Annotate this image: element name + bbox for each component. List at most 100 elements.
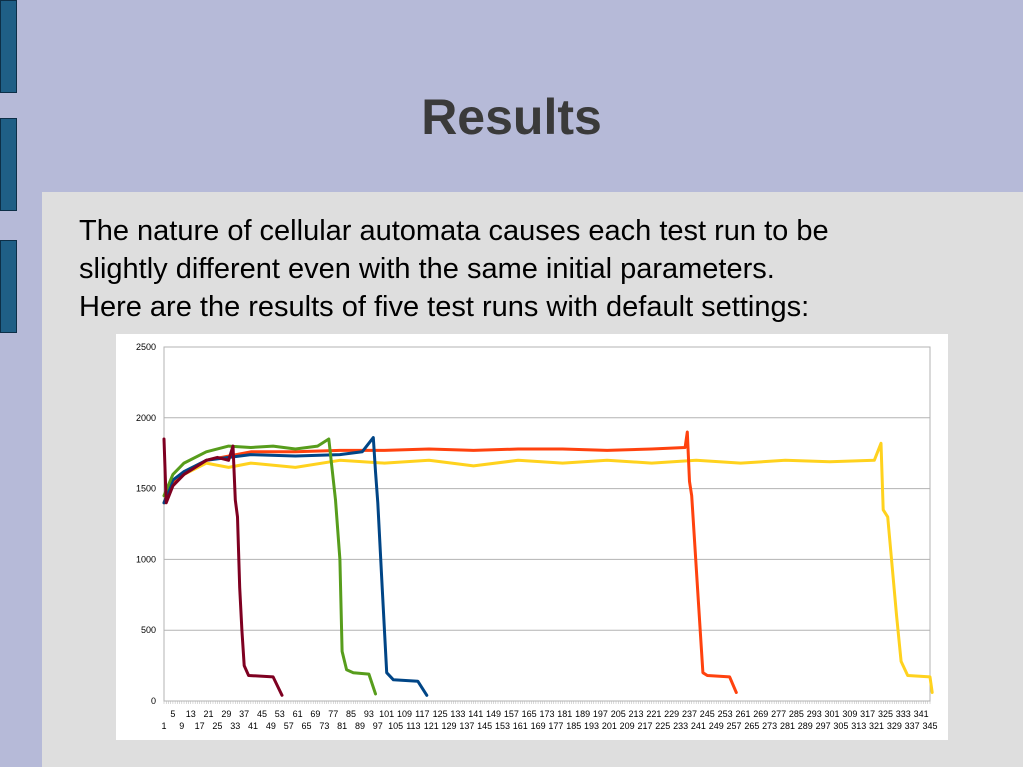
x-tick-label: 33 — [230, 721, 240, 731]
x-tick-label: 301 — [825, 709, 840, 719]
x-tick-label: 141 — [468, 709, 483, 719]
x-tick-label: 197 — [593, 709, 608, 719]
x-tick-label: 53 — [275, 709, 285, 719]
series-line-1 — [162, 441, 934, 694]
x-tick-label: 237 — [682, 709, 697, 719]
x-tick-label: 305 — [833, 721, 848, 731]
x-tick-label: 337 — [905, 721, 920, 731]
x-tick-label: 285 — [789, 709, 804, 719]
x-tick-label: 205 — [611, 709, 626, 719]
x-tick-label: 21 — [204, 709, 214, 719]
x-tick-label: 57 — [284, 721, 294, 731]
x-tick-label: 109 — [397, 709, 412, 719]
x-tick-label: 105 — [388, 721, 403, 731]
x-tick-label: 61 — [293, 709, 303, 719]
line-chart: 0 500 1000 1500 2000 2500 5 13 21 29 37 45 53 61 69 77 8… — [116, 334, 948, 740]
y-tick-label: 2500 — [136, 342, 156, 352]
x-tick-label: 321 — [869, 721, 884, 731]
x-tick-label: 273 — [762, 721, 777, 731]
x-tick-label: 93 — [364, 709, 374, 719]
x-tick-label: 289 — [798, 721, 813, 731]
x-tick-label: 69 — [310, 709, 320, 719]
x-tick-label: 329 — [887, 721, 902, 731]
x-tick-label: 317 — [860, 709, 875, 719]
x-tick-label: 229 — [664, 709, 679, 719]
x-tick-label: 73 — [319, 721, 329, 731]
x-tick-label: 121 — [424, 721, 439, 731]
body-line-3: Here are the results of five test runs w… — [79, 291, 810, 323]
x-tick-label: 157 — [504, 709, 519, 719]
x-tick-label: 41 — [248, 721, 258, 731]
x-tick-label: 9 — [179, 721, 184, 731]
x-tick-label: 177 — [548, 721, 563, 731]
x-tick-label: 145 — [477, 721, 492, 731]
edge-tab-2 — [0, 118, 17, 211]
x-tick-label: 209 — [620, 721, 635, 731]
x-tick-label: 129 — [442, 721, 457, 731]
series-line-3 — [162, 436, 429, 697]
x-tick-label: 253 — [718, 709, 733, 719]
x-tick-label: 133 — [450, 709, 465, 719]
x-tick-label: 25 — [212, 721, 222, 731]
x-tick-label: 49 — [266, 721, 276, 731]
x-tick-label: 341 — [914, 709, 929, 719]
y-tick-label: 500 — [141, 625, 156, 635]
x-tick-label: 113 — [406, 721, 420, 731]
edge-tab-1 — [0, 0, 17, 93]
x-tick-label: 149 — [486, 709, 501, 719]
x-tick-label: 117 — [415, 709, 429, 719]
series-line-5 — [162, 437, 284, 697]
series-line-4 — [162, 437, 377, 696]
x-tick-label: 217 — [637, 721, 652, 731]
x-tick-label: 173 — [539, 709, 554, 719]
x-tick-label: 293 — [807, 709, 822, 719]
x-tick-label: 185 — [566, 721, 581, 731]
x-tick-label: 221 — [646, 709, 661, 719]
y-tick-label: 1000 — [136, 554, 156, 564]
x-tick-label: 261 — [735, 709, 750, 719]
slide-title: Results — [421, 89, 602, 145]
x-tick-label: 97 — [373, 721, 383, 731]
x-tick-label: 85 — [346, 709, 356, 719]
body-line-1: The nature of cellular automata causes e… — [79, 215, 829, 247]
x-tick-label: 89 — [355, 721, 365, 731]
x-tick-label: 161 — [513, 721, 528, 731]
x-tick-label: 1 — [161, 721, 166, 731]
x-tick-label: 193 — [584, 721, 599, 731]
x-tick-label: 281 — [780, 721, 795, 731]
x-tick-label: 77 — [328, 709, 338, 719]
x-tick-label: 269 — [753, 709, 768, 719]
x-tick-label: 5 — [170, 709, 175, 719]
x-tick-label: 37 — [239, 709, 249, 719]
slide-body-text: The nature of cellular automata causes e… — [79, 212, 979, 326]
x-tick-label: 245 — [700, 709, 715, 719]
x-tick-label: 153 — [495, 721, 510, 731]
x-tick-label: 309 — [842, 709, 857, 719]
x-tick-label: 265 — [744, 721, 759, 731]
x-tick-label: 169 — [531, 721, 546, 731]
x-tick-label: 297 — [816, 721, 831, 731]
plot-area — [163, 346, 931, 702]
x-tick-label: 249 — [709, 721, 724, 731]
x-tick-label: 325 — [878, 709, 893, 719]
x-tick-label: 189 — [575, 709, 590, 719]
x-tick-label: 241 — [691, 721, 706, 731]
x-tick-label: 65 — [302, 721, 312, 731]
x-tick-label: 233 — [673, 721, 688, 731]
x-tick-label: 313 — [851, 721, 866, 731]
x-tick-label: 181 — [557, 709, 572, 719]
x-tick-label: 137 — [459, 721, 474, 731]
x-tick-label: 101 — [379, 709, 394, 719]
series-line-2 — [162, 430, 738, 694]
x-tick-label: 345 — [922, 721, 937, 731]
x-tick-label: 333 — [896, 709, 911, 719]
edge-tab-3 — [0, 240, 17, 333]
x-tick-label: 29 — [221, 709, 231, 719]
x-tick-label: 213 — [629, 709, 644, 719]
y-tick-label: 2000 — [136, 413, 156, 423]
x-tick-label: 225 — [655, 721, 670, 731]
x-tick-label: 277 — [771, 709, 786, 719]
y-tick-label: 0 — [151, 696, 156, 706]
x-tick-label: 17 — [195, 721, 205, 731]
